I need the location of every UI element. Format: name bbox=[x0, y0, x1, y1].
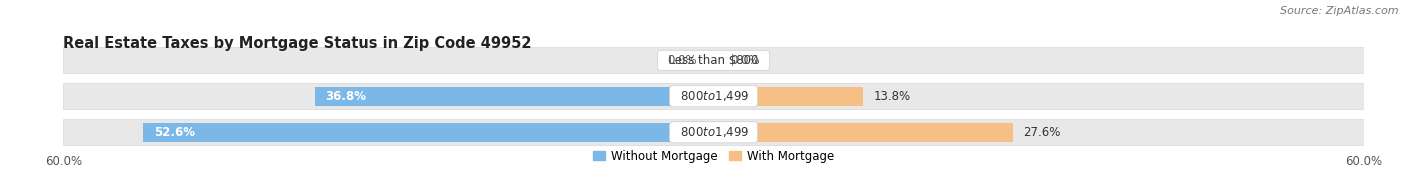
Text: Source: ZipAtlas.com: Source: ZipAtlas.com bbox=[1281, 6, 1399, 16]
Bar bbox=[315, 87, 713, 106]
Text: 36.8%: 36.8% bbox=[326, 90, 367, 103]
Text: $800 to $1,499: $800 to $1,499 bbox=[673, 125, 754, 139]
Legend: Without Mortgage, With Mortgage: Without Mortgage, With Mortgage bbox=[588, 145, 839, 167]
Text: 52.6%: 52.6% bbox=[155, 126, 195, 139]
Bar bbox=[63, 47, 1364, 73]
Text: Less than $800: Less than $800 bbox=[661, 54, 766, 67]
Bar bbox=[143, 123, 713, 142]
Text: 13.8%: 13.8% bbox=[875, 90, 911, 103]
Bar bbox=[63, 119, 1364, 145]
Text: 0.0%: 0.0% bbox=[730, 54, 759, 67]
Bar bbox=[63, 83, 1364, 109]
Bar bbox=[713, 87, 863, 106]
Text: 0.0%: 0.0% bbox=[668, 54, 697, 67]
Bar bbox=[713, 123, 1012, 142]
Text: Real Estate Taxes by Mortgage Status in Zip Code 49952: Real Estate Taxes by Mortgage Status in … bbox=[63, 36, 531, 51]
Text: $800 to $1,499: $800 to $1,499 bbox=[673, 89, 754, 103]
Text: 27.6%: 27.6% bbox=[1024, 126, 1062, 139]
